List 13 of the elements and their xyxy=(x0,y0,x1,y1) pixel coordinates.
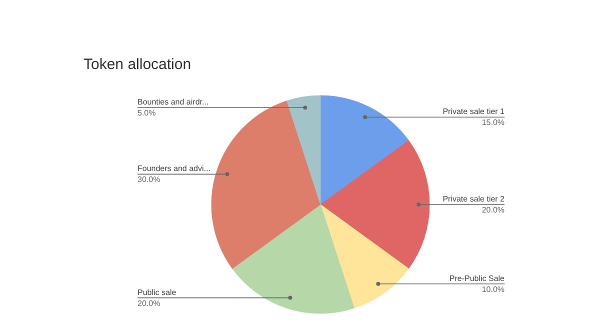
slice-label: Public sale xyxy=(138,288,177,297)
data-label: 5.0% xyxy=(138,108,156,118)
data-label: 30.0% xyxy=(138,175,160,184)
slice-label: Founders and advi... xyxy=(138,164,210,174)
chart-title: Token allocation xyxy=(84,56,192,73)
slice-label: Bounties and airdr... xyxy=(138,98,209,107)
data-label: 15.0% xyxy=(482,118,505,128)
slice-label: Private sale tier 1 xyxy=(442,107,506,116)
data-label: 20.0% xyxy=(138,298,160,308)
data-label: 10.0% xyxy=(482,284,505,294)
slice-label: Private sale tier 2 xyxy=(442,194,506,204)
slice-label: Pre-Public Sale xyxy=(449,274,506,283)
data-label: 20.0% xyxy=(482,206,505,214)
